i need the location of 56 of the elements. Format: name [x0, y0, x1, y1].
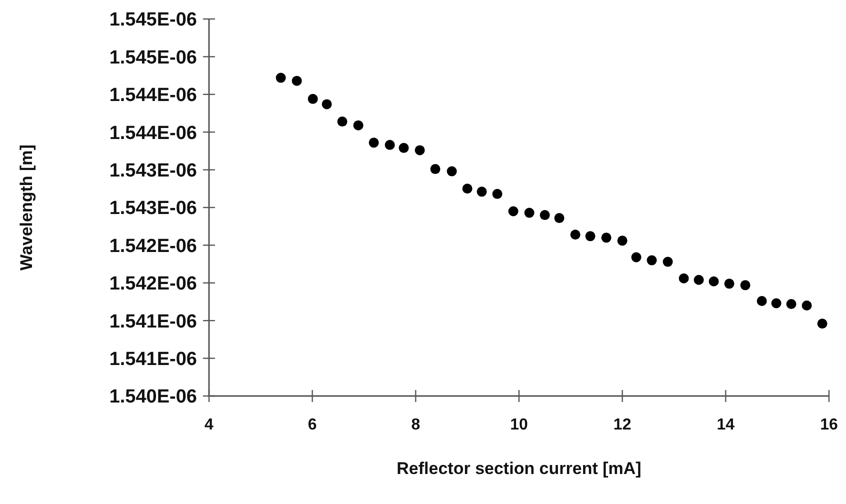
- point: [398, 142, 409, 153]
- point: [476, 186, 487, 197]
- point: [617, 236, 628, 246]
- point: [662, 256, 673, 267]
- y-tick-label: 1.540E-06: [109, 386, 197, 408]
- point: [802, 300, 812, 311]
- y-tick-label: 1.541E-06: [109, 348, 197, 370]
- point: [724, 278, 734, 289]
- point: [631, 252, 642, 262]
- y-tick-label: 1.543E-06: [109, 198, 197, 220]
- point: [446, 166, 457, 176]
- point: [276, 72, 286, 83]
- x-tick-label: 4: [204, 416, 214, 434]
- point: [462, 184, 472, 194]
- x-tick-label: 14: [716, 416, 735, 434]
- y-tick-label: 1.545E-06: [109, 47, 197, 68]
- y-tick-label: 1.543E-06: [109, 160, 197, 182]
- point: [646, 255, 657, 266]
- point: [540, 210, 550, 220]
- x-tick-label: 8: [411, 416, 420, 434]
- point: [570, 230, 580, 240]
- point: [508, 206, 518, 216]
- point: [678, 273, 689, 284]
- y-tick-label: 1.544E-06: [109, 122, 197, 144]
- point: [353, 120, 364, 130]
- y-tick-label: 1.544E-06: [109, 85, 197, 106]
- point: [585, 231, 596, 242]
- y-axis-title: Wavelength [m]: [16, 144, 36, 270]
- point: [601, 232, 612, 243]
- point: [414, 145, 425, 156]
- point: [430, 164, 440, 174]
- point: [756, 296, 767, 306]
- point: [337, 116, 348, 127]
- y-tick-label: 1.542E-06: [109, 274, 197, 295]
- y-tick-label: 1.541E-06: [109, 311, 197, 332]
- point: [771, 298, 782, 308]
- point: [554, 213, 564, 224]
- point: [786, 299, 796, 310]
- x-tick-label: 16: [820, 416, 838, 434]
- point: [368, 138, 379, 148]
- point: [492, 188, 502, 199]
- point: [708, 276, 719, 286]
- x-tick-label: 10: [510, 416, 528, 434]
- point: [308, 94, 318, 104]
- x-axis-title: Reflector section current [mA]: [396, 458, 642, 478]
- x-tick-label: 12: [613, 416, 632, 434]
- point: [292, 76, 302, 86]
- point: [322, 99, 332, 110]
- point: [817, 318, 828, 329]
- point: [740, 280, 750, 290]
- y-tick-label: 1.542E-06: [109, 236, 197, 257]
- point: [384, 140, 395, 150]
- point: [524, 208, 534, 218]
- y-tick-label: 1.545E-06: [109, 10, 197, 31]
- point: [694, 274, 704, 285]
- x-tick-label: 6: [308, 416, 317, 434]
